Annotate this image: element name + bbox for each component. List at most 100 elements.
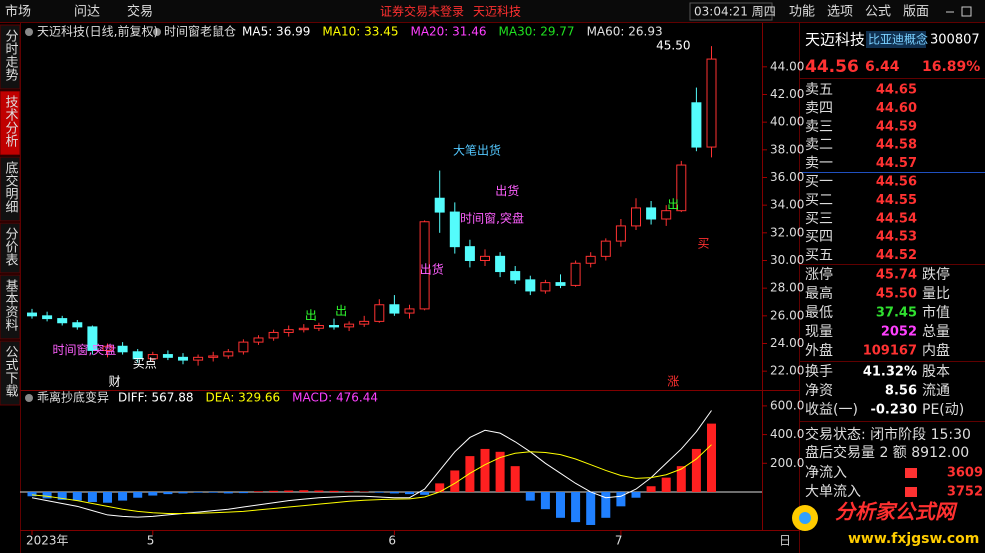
row-label: 卖五 [805,82,833,98]
macd-bar [571,491,581,523]
side-tab[interactable] [0,24,21,90]
row-label: 买二 [805,192,833,208]
candle-body [555,282,566,286]
row-value: 45.50 [876,287,917,302]
row-label: 换手 [805,363,833,380]
candle-body [42,315,53,320]
flow-label: 大单流入 [805,484,861,500]
change: 6.44 [865,59,900,75]
side-tab-label[interactable]: 分价表 [3,227,19,266]
side-tab-label[interactable]: 基本资料 [3,279,19,331]
candle-body [238,341,249,353]
row-value: 44.52 [876,248,917,263]
menu-item[interactable]: 市场 [5,4,31,20]
indicator-icon[interactable] [25,394,33,402]
flow-block [905,487,917,497]
legend-entry: DEA: 329.66 [206,391,281,405]
maximize[interactable] [961,6,972,17]
macd-bar [435,483,445,492]
candle-body [661,210,672,220]
row-label: 买三 [805,211,833,227]
macd-bar [540,491,550,510]
annotation: 买点 [133,357,157,371]
side-tab[interactable] [0,274,21,340]
row-value: 44.60 [876,101,917,116]
y-tick-label: 44.00 [770,59,804,73]
row-value: 8.56 [885,384,917,399]
candle-body [223,351,234,357]
side-tab-label[interactable]: 公式下载 [3,345,19,398]
row-label: 涨停 [805,266,833,283]
candle-body [268,331,279,339]
menu-item[interactable]: 选项 [827,5,853,20]
row-value: 2052 [881,325,917,340]
row-label: 买五 [805,248,833,264]
macd-bar [238,491,248,494]
macd-bar [178,491,188,494]
menu-item[interactable]: 问达 [74,5,100,20]
macd-bar [661,477,671,492]
window-buttons[interactable] [946,6,972,17]
menu-item[interactable]: 版面 [903,5,929,20]
candle-body [480,255,490,261]
period-button[interactable]: 日 [779,534,791,548]
logo-name: 分析家公式网 [835,500,958,524]
row-value: 44.65 [876,83,917,98]
side-tab[interactable] [0,340,21,406]
candle-body [208,355,219,358]
side-tab-label[interactable]: 分时走势 [3,29,19,82]
annotation: 时间窗,突盘 [460,210,524,225]
y-tick-label: 24.00 [770,336,804,350]
chart-title: 天迈科技(日线,前复权) [37,24,158,39]
y-tick-label: 36.00 [770,170,804,184]
side-tab-label[interactable]: 技术分析 [3,95,19,147]
side-tab-label[interactable]: 底交明细 [3,160,19,213]
macd-bar [133,491,143,498]
candle-body [117,345,128,353]
row-label: 跌停 [922,266,950,283]
macd-bar [420,491,430,495]
y-tick-label: 42.00 [770,87,804,101]
clock-box [689,2,773,21]
chart-title: 乖离抄底变异 [37,390,109,405]
concept[interactable]: 比亚迪概念 [868,32,928,47]
candle-body [631,207,641,227]
row-label: 流通 [922,383,950,399]
macd-bar [314,490,324,492]
annotation: 出 [667,198,679,212]
candle-body [615,225,626,242]
candle-body [344,323,355,328]
row-label: PE(动) [922,402,964,418]
macd-bar [374,491,384,493]
annotation: 出 [335,304,347,318]
y-tick-label: 600.0 [770,398,804,412]
macd-bar [269,490,279,492]
row-label: 现量 [805,324,833,340]
macd-bar [344,491,354,492]
menu-item[interactable]: 功能 [789,5,815,20]
menu-item[interactable]: 交易 [127,4,153,20]
formula-icon[interactable] [153,28,161,36]
candle-body [359,320,370,325]
macd-bar [450,470,460,492]
row-label: 收益(一) [805,402,858,418]
macd-bar [676,466,686,492]
candle-body [404,308,415,314]
legend-entry: MA10: 33.45 [322,25,398,39]
chart-icon[interactable] [25,28,33,36]
concept-bg [866,31,926,48]
annotation: 45.50 [656,39,690,53]
candle-body [147,354,158,360]
clock: 03:04:21 周四 [694,5,776,19]
side-tab[interactable] [0,90,21,156]
flow-label: 净流入 [805,465,847,481]
candle-body [449,211,460,248]
side-tab[interactable] [0,222,21,274]
candle-body [495,255,506,273]
row-label: 买一 [805,174,833,190]
x-tick-label: 6 [388,534,396,548]
y-tick-label: 28.00 [770,281,804,295]
side-tab[interactable] [0,156,21,222]
menu-item[interactable]: 公式 [865,5,891,20]
